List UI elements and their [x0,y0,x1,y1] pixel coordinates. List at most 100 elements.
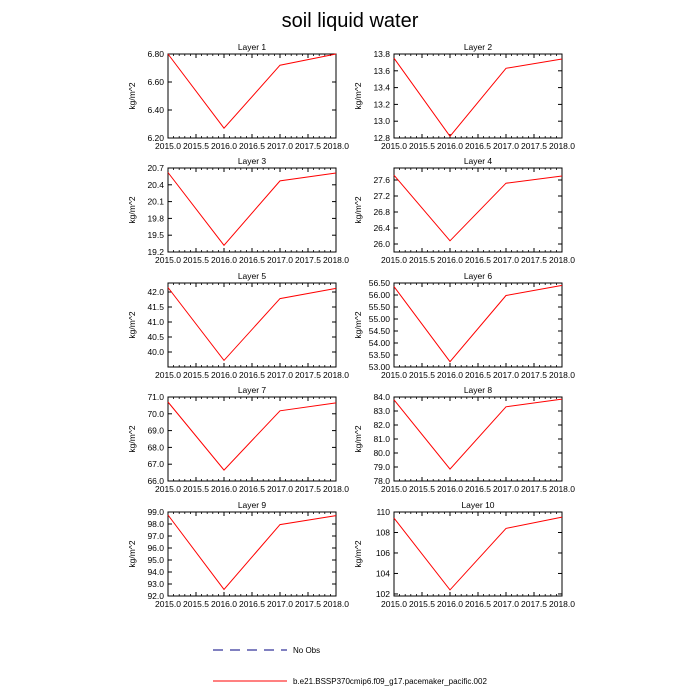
x-tick-label: 2015.0 [381,484,407,494]
y-axis-label: kg/m^2 [353,425,363,452]
x-tick-label: 2017.5 [521,255,547,265]
y-tick-label: 6.80 [147,49,164,59]
panel-title: Layer 2 [464,42,493,52]
y-tick-label: 19.2 [147,247,164,257]
plot-frame [393,167,563,253]
y-tick-label: 40.0 [147,347,164,357]
x-tick-label: 2018.0 [323,255,349,265]
x-tick-label: 2017.0 [493,141,519,151]
x-tick-label: 2017.0 [267,484,293,494]
x-tick-label: 2017.5 [295,141,321,151]
y-tick-label: 68.0 [147,442,164,452]
y-tick-label: 41.0 [147,317,164,327]
x-tick-label: 2015.0 [155,370,181,380]
x-tick-label: 2017.5 [295,370,321,380]
y-tick-label: 20.7 [147,163,164,173]
x-tick-label: 2015.0 [381,599,407,609]
x-tick-label: 2017.0 [493,484,519,494]
x-tick-label: 2017.5 [295,599,321,609]
series-line [393,57,563,138]
x-tick-label: 2017.5 [295,484,321,494]
y-tick-label: 55.50 [369,302,391,312]
x-tick-label: 2015.5 [183,484,209,494]
y-tick-label: 27.6 [373,175,390,185]
series-line [167,401,337,471]
y-axis-label: kg/m^2 [353,82,363,109]
y-axis-label: kg/m^2 [127,196,137,223]
y-tick-label: 78.0 [373,476,390,486]
y-axis-label: kg/m^2 [353,196,363,223]
y-tick-label: 56.50 [369,278,391,288]
y-tick-label: 70.0 [147,409,164,419]
figure-title: soil liquid water [282,10,419,32]
y-tick-label: 55.00 [369,314,391,324]
x-tick-label: 2016.5 [239,599,265,609]
x-tick-label: 2017.0 [267,141,293,151]
x-tick-label: 2015.5 [183,255,209,265]
y-tick-label: 26.0 [373,239,390,249]
series-line [393,174,563,242]
y-axis-label: kg/m^2 [353,540,363,567]
series-line [393,398,563,470]
plot-frame [393,282,563,368]
series-line [393,516,563,591]
x-tick-label: 2016.5 [239,484,265,494]
y-tick-label: 53.50 [369,350,391,360]
y-tick-label: 67.0 [147,459,164,469]
x-tick-label: 2018.0 [323,484,349,494]
panel-title: Layer 3 [238,156,267,166]
y-tick-label: 79.0 [373,462,390,472]
x-tick-label: 2015.0 [155,255,181,265]
panel-title: Layer 9 [238,500,267,510]
series-line [167,53,337,129]
x-tick-label: 2015.5 [409,484,435,494]
panel-title: Layer 7 [238,385,267,395]
panel-title: Layer 4 [464,156,493,166]
x-tick-label: 2015.0 [381,141,407,151]
x-tick-label: 2015.5 [409,370,435,380]
x-tick-label: 2017.0 [493,255,519,265]
y-tick-label: 94.0 [147,567,164,577]
x-tick-label: 2016.5 [239,255,265,265]
x-tick-label: 2018.0 [549,599,575,609]
x-tick-label: 2018.0 [323,599,349,609]
x-tick-label: 2018.0 [323,370,349,380]
x-tick-label: 2016.0 [211,141,237,151]
y-tick-label: 13.0 [373,116,390,126]
y-tick-label: 6.20 [147,133,164,143]
x-tick-label: 2018.0 [549,255,575,265]
y-tick-label: 69.0 [147,426,164,436]
y-tick-label: 104 [376,568,390,578]
y-tick-label: 110 [376,507,390,517]
x-tick-label: 2016.0 [437,599,463,609]
x-tick-label: 2015.5 [409,141,435,151]
x-tick-label: 2018.0 [549,484,575,494]
series-line [393,284,563,363]
x-tick-label: 2015.5 [409,255,435,265]
x-tick-label: 2015.5 [409,599,435,609]
x-tick-label: 2018.0 [549,141,575,151]
y-tick-label: 40.5 [147,332,164,342]
y-tick-label: 13.6 [373,66,390,76]
y-tick-label: 66.0 [147,476,164,486]
x-tick-label: 2016.5 [465,370,491,380]
x-tick-label: 2016.5 [465,599,491,609]
x-tick-label: 2016.0 [211,484,237,494]
y-tick-label: 108 [376,527,390,537]
y-axis-label: kg/m^2 [127,311,137,338]
y-tick-label: 71.0 [147,392,164,402]
y-tick-label: 106 [376,548,390,558]
y-tick-label: 99.0 [147,507,164,517]
x-tick-label: 2016.0 [437,370,463,380]
x-tick-label: 2017.0 [267,370,293,380]
x-tick-label: 2015.5 [183,599,209,609]
y-tick-label: 19.8 [147,213,164,223]
y-tick-label: 102 [376,589,390,599]
